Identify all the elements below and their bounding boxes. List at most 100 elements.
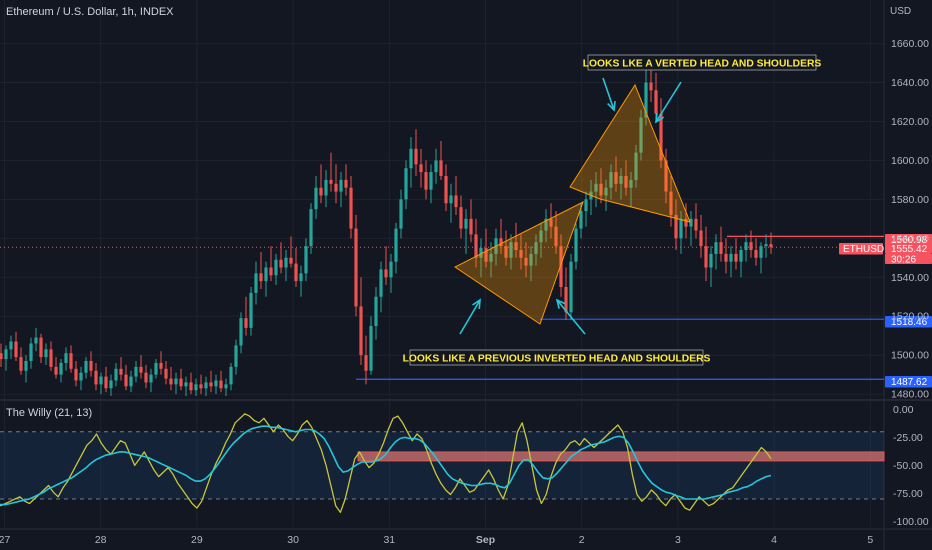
chart-title: Ethereum / U.S. Dollar, 1h, INDEX	[6, 6, 174, 18]
candle-body	[34, 337, 38, 344]
candle-body	[629, 179, 633, 188]
candle-body	[369, 325, 373, 371]
candle-body	[739, 250, 743, 262]
candle-body	[79, 372, 83, 381]
price-tick-label: 1500.00	[891, 350, 929, 362]
candle-body	[264, 267, 268, 282]
annotation-arrow	[459, 299, 481, 335]
candle-body	[169, 378, 173, 385]
time-tick-label: 29	[191, 534, 203, 546]
candle-body	[194, 384, 198, 391]
candle-body	[469, 218, 473, 235]
candle-body	[184, 382, 188, 387]
candle-body	[439, 160, 443, 176]
candle-body	[249, 292, 253, 328]
candle-body	[229, 366, 233, 385]
candle-body	[489, 253, 493, 262]
willy-indicator-pane: 0.00 -25.00 -50.00 -75.00 -100.00	[0, 404, 929, 528]
candle-body	[234, 345, 238, 367]
candle-body	[729, 253, 733, 262]
candle-body	[769, 244, 773, 248]
candle-body	[594, 183, 598, 192]
candle-body	[584, 199, 588, 212]
price-tag-label: 30:26	[891, 255, 916, 266]
pattern-drawings	[454, 83, 691, 325]
candle-body	[219, 380, 223, 389]
candle-body	[664, 160, 668, 192]
candle-body	[284, 257, 288, 268]
time-tick-label: 4	[771, 534, 777, 546]
annotation-arrow-head	[655, 112, 665, 124]
candle-body	[579, 211, 583, 229]
annotations: LOOKS LKE A VERTED HEAD AND SHOULDERS LOO…	[403, 54, 821, 366]
candlestick-series	[0, 63, 773, 397]
candle-body	[334, 183, 338, 192]
candle-body	[529, 253, 533, 266]
price-axis[interactable]: 1480.00 1500.00 1520.00 1540.00 1560.00 1580.…	[891, 38, 929, 401]
candle-body	[714, 242, 718, 254]
candle-body	[509, 242, 513, 258]
annotation-arrow-head	[555, 298, 566, 309]
price-tick-label: 1660.00	[891, 38, 929, 50]
time-tick-label: 3	[675, 534, 681, 546]
candle-body	[344, 179, 348, 188]
candle-body	[719, 242, 723, 254]
candle-body	[679, 218, 683, 239]
candle-body	[154, 362, 158, 375]
candle-body	[414, 148, 418, 165]
candle-body	[89, 361, 93, 371]
candle-body	[379, 269, 383, 297]
candle-body	[419, 164, 423, 173]
candle-body	[174, 378, 178, 385]
willy-highlight-zone	[357, 451, 885, 462]
candle-body	[149, 374, 153, 383]
candle-body	[479, 248, 483, 258]
candle-body	[539, 230, 543, 243]
time-tick-label: 28	[95, 534, 107, 546]
willy-slow-line	[0, 425, 772, 506]
inverted-head-and-shoulders-shape	[454, 200, 584, 325]
candle-body	[364, 355, 368, 371]
candle-body	[359, 306, 363, 356]
annotation-arrow	[655, 81, 682, 123]
candle-body	[764, 244, 768, 247]
indicator-label[interactable]: The Willy (21, 13)	[6, 407, 93, 419]
candle-body	[429, 172, 433, 190]
candle-body	[39, 337, 43, 358]
price-tag-label: 1560.98	[891, 235, 928, 246]
candle-body	[449, 195, 453, 204]
candle-body	[354, 228, 358, 307]
candle-body	[759, 246, 763, 258]
candle-body	[634, 152, 638, 180]
candle-body	[144, 372, 148, 383]
candle-body	[129, 376, 133, 387]
candle-body	[159, 362, 163, 369]
willy-tick-label: -25.00	[893, 432, 923, 444]
candle-body	[24, 361, 28, 371]
candle-body	[604, 187, 608, 196]
candle-body	[114, 368, 118, 381]
annotation-arrows	[459, 77, 682, 335]
candle-body	[279, 259, 283, 268]
candle-body	[654, 90, 658, 114]
candle-body	[244, 318, 248, 328]
time-axis[interactable]: 27 28 29 30 31 Sep 2 3 4 5	[0, 534, 873, 546]
candle-body	[224, 384, 228, 389]
candle-body	[609, 172, 613, 188]
candle-body	[504, 246, 508, 258]
candle-body	[239, 318, 243, 346]
candle-body	[384, 269, 388, 278]
candle-body	[724, 253, 728, 262]
candle-body	[214, 380, 218, 387]
candle-body	[544, 218, 548, 231]
candle-body	[9, 341, 13, 350]
candle-body	[519, 250, 523, 258]
candle-body	[179, 378, 183, 387]
price-tag-label: 1487.62	[891, 377, 928, 388]
candle-body	[49, 349, 53, 367]
candle-body	[549, 218, 553, 227]
horizontal-price-lines	[0, 235, 884, 380]
candle-body	[444, 176, 448, 204]
price-tag-label: 1518.46	[891, 317, 928, 328]
candle-body	[199, 384, 203, 389]
